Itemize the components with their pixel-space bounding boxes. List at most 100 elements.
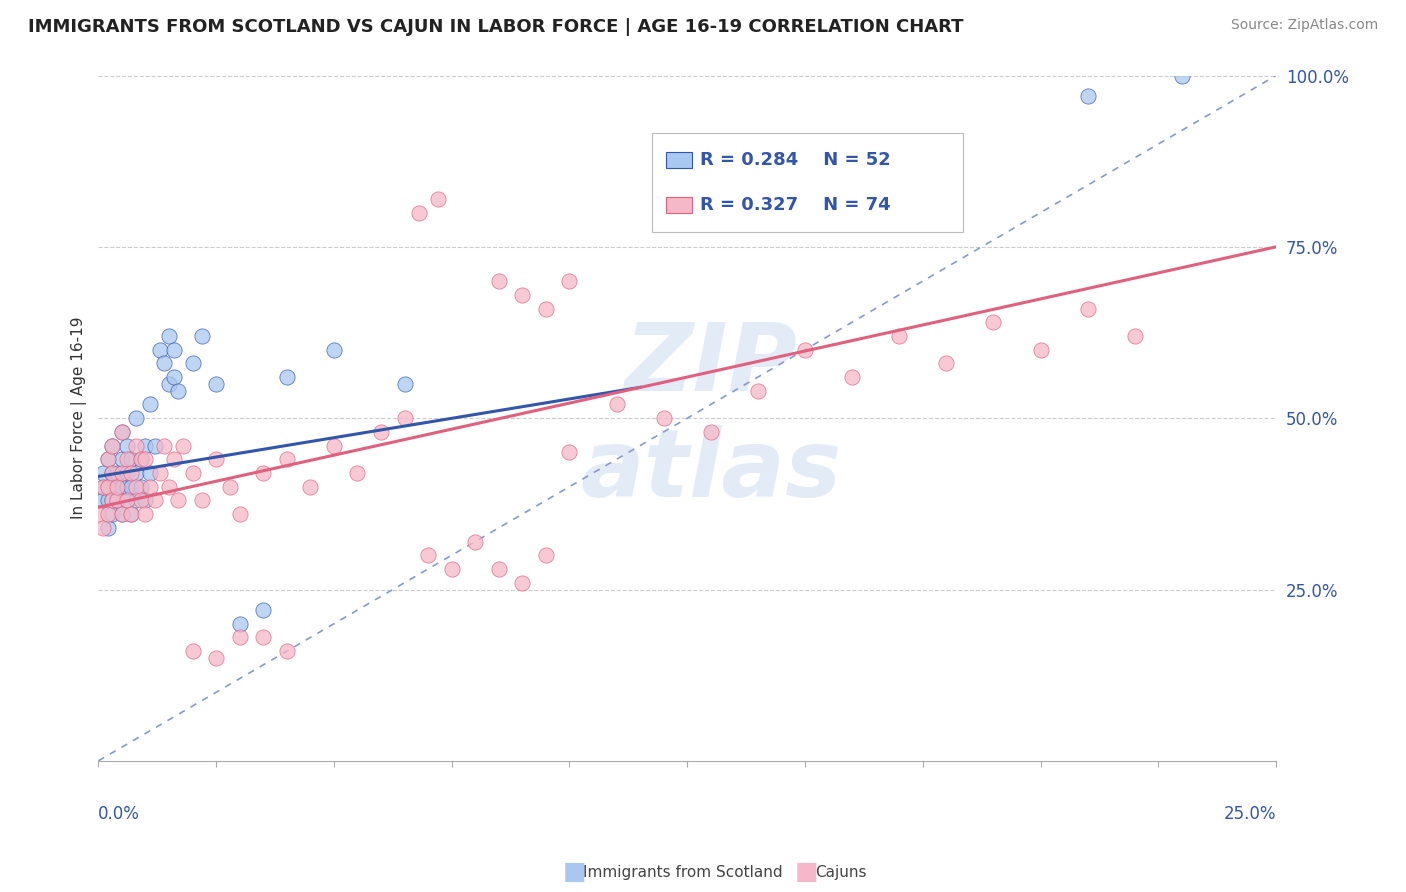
Point — [228, 616, 250, 631]
Point — [153, 356, 176, 370]
Point — [558, 445, 581, 459]
Point — [105, 466, 128, 480]
Point — [700, 425, 723, 439]
Point — [346, 466, 368, 480]
Point — [794, 343, 817, 357]
Point — [167, 493, 190, 508]
Point — [91, 480, 114, 494]
Point — [105, 493, 128, 508]
Point — [111, 452, 134, 467]
Point — [983, 315, 1005, 329]
Point — [163, 370, 186, 384]
Point — [181, 356, 204, 370]
Point — [115, 439, 138, 453]
Point — [181, 644, 204, 658]
Point — [408, 205, 430, 219]
Point — [97, 480, 120, 494]
Point — [606, 397, 628, 411]
Point — [157, 480, 180, 494]
Point — [134, 507, 156, 521]
Point — [139, 480, 162, 494]
Point — [91, 493, 114, 508]
Point — [228, 631, 250, 645]
Point — [129, 493, 152, 508]
Point — [97, 452, 120, 467]
Point — [134, 452, 156, 467]
Point — [205, 452, 228, 467]
Point — [111, 480, 134, 494]
Point — [101, 439, 124, 453]
Point — [252, 603, 274, 617]
Point — [115, 466, 138, 480]
Point — [111, 466, 134, 480]
Point — [105, 493, 128, 508]
Point — [1077, 301, 1099, 316]
Point — [534, 548, 557, 562]
Text: R = 0.327    N = 74: R = 0.327 N = 74 — [700, 196, 891, 214]
Text: R = 0.284    N = 52: R = 0.284 N = 52 — [700, 151, 891, 169]
Point — [558, 274, 581, 288]
Point — [115, 452, 138, 467]
Point — [134, 439, 156, 453]
Point — [276, 644, 298, 658]
Point — [143, 439, 166, 453]
Text: 0.0%: 0.0% — [98, 805, 141, 823]
Point — [120, 480, 142, 494]
Point — [129, 452, 152, 467]
Point — [181, 466, 204, 480]
Point — [426, 192, 449, 206]
Point — [191, 329, 214, 343]
Point — [143, 493, 166, 508]
Point — [299, 480, 322, 494]
Point — [129, 480, 152, 494]
Point — [219, 480, 242, 494]
Point — [841, 370, 863, 384]
Point — [125, 466, 148, 480]
Point — [101, 466, 124, 480]
Point — [512, 575, 534, 590]
Point — [157, 329, 180, 343]
Point — [111, 507, 134, 521]
Point — [120, 466, 142, 480]
Text: ZIP
atlas: ZIP atlas — [581, 319, 841, 517]
Point — [276, 370, 298, 384]
Point — [91, 521, 114, 535]
Point — [252, 631, 274, 645]
Point — [205, 651, 228, 665]
Text: Source: ZipAtlas.com: Source: ZipAtlas.com — [1230, 18, 1378, 32]
Point — [125, 493, 148, 508]
Point — [488, 562, 510, 576]
Point — [111, 425, 134, 439]
Point — [97, 493, 120, 508]
Point — [101, 466, 124, 480]
Point — [747, 384, 769, 398]
Point — [191, 493, 214, 508]
Point — [87, 507, 110, 521]
Text: 25.0%: 25.0% — [1223, 805, 1277, 823]
Point — [534, 301, 557, 316]
Point — [139, 397, 162, 411]
Point — [134, 493, 156, 508]
Point — [125, 480, 148, 494]
Point — [101, 493, 124, 508]
Point — [97, 452, 120, 467]
Point — [935, 356, 957, 370]
Point — [163, 343, 186, 357]
Point — [172, 439, 194, 453]
Point — [101, 493, 124, 508]
Point — [322, 439, 344, 453]
Point — [252, 466, 274, 480]
Y-axis label: In Labor Force | Age 16-19: In Labor Force | Age 16-19 — [72, 317, 87, 519]
Point — [111, 425, 134, 439]
Point — [115, 480, 138, 494]
Text: ■: ■ — [794, 861, 818, 884]
Point — [149, 343, 172, 357]
Point — [149, 466, 172, 480]
Point — [889, 329, 911, 343]
Point — [91, 480, 114, 494]
Point — [129, 452, 152, 467]
Point — [157, 376, 180, 391]
Point — [120, 507, 142, 521]
Point — [394, 376, 416, 391]
Point — [125, 439, 148, 453]
